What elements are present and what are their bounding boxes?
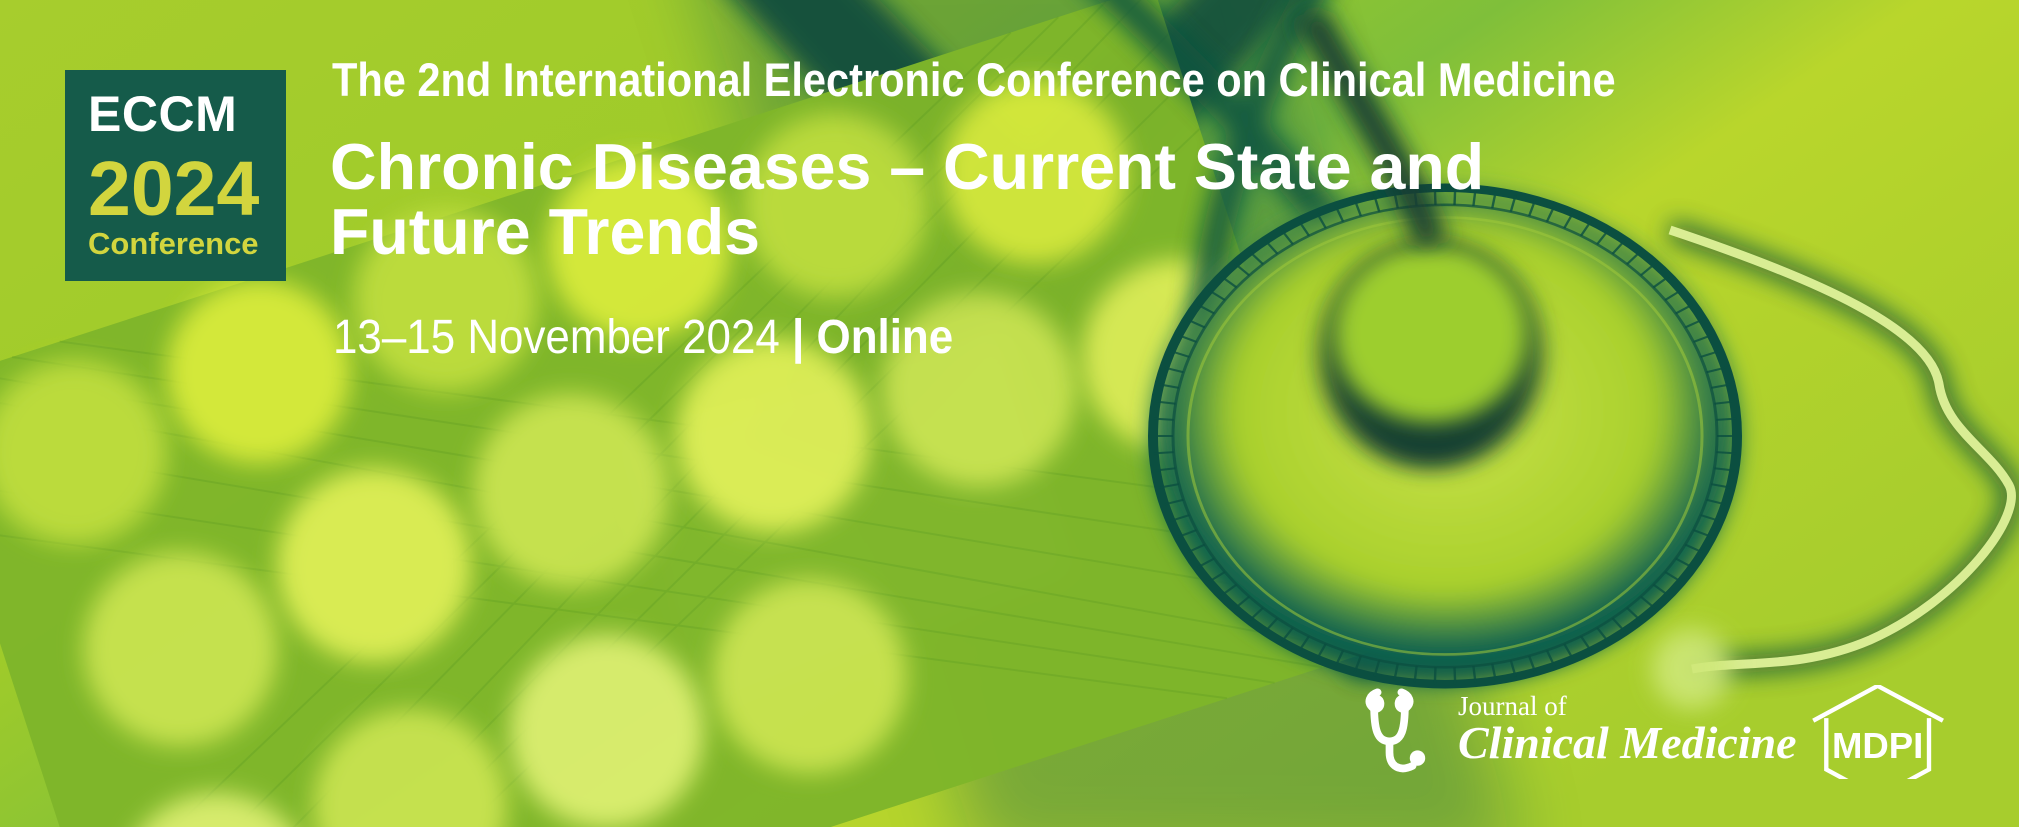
svg-text:MDPI: MDPI xyxy=(1832,725,1923,766)
